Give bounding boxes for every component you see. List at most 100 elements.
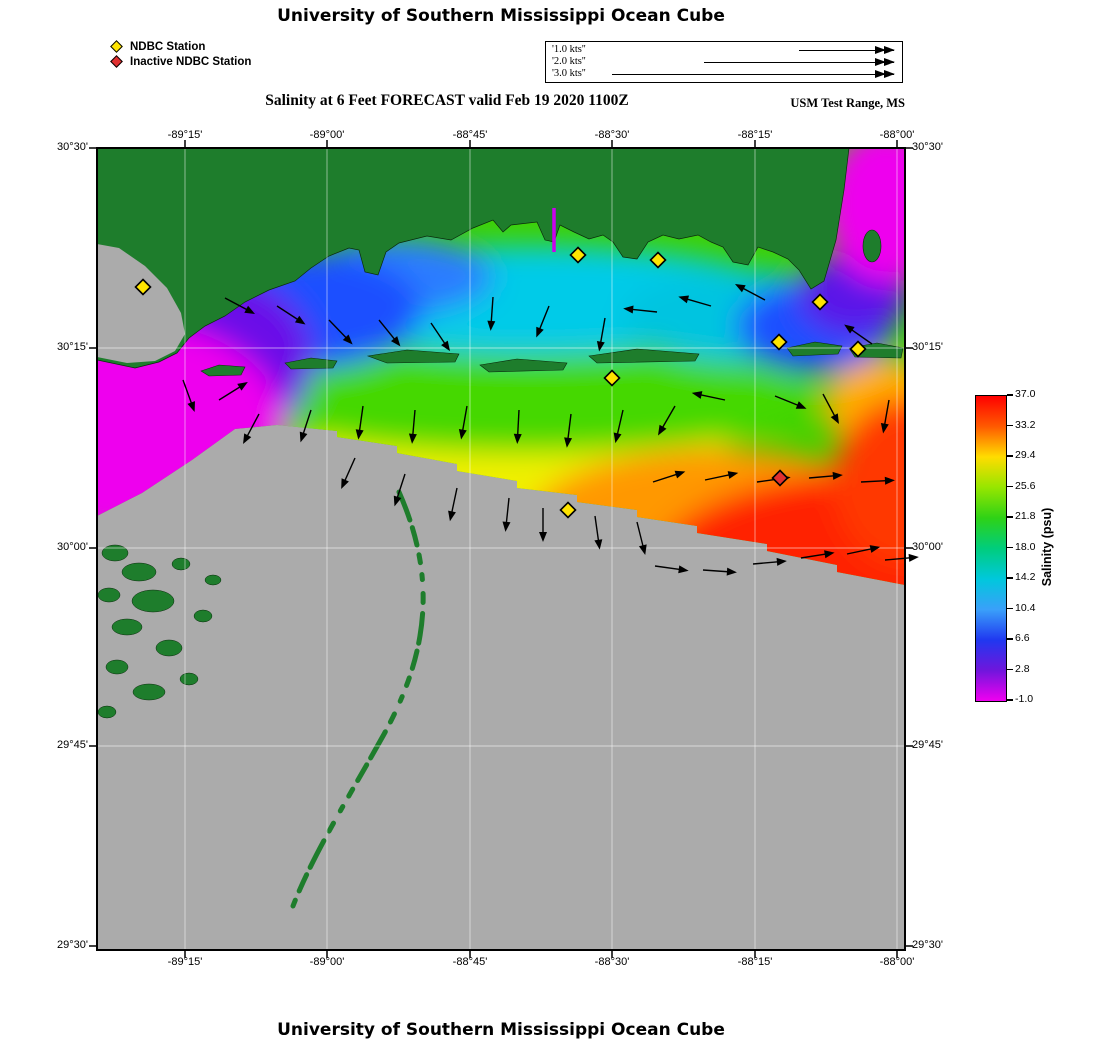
current-arrow <box>636 521 647 555</box>
lon-tick-label: -88°00' <box>879 129 915 141</box>
axis-ticks <box>89 140 913 958</box>
current-arrow <box>513 409 522 444</box>
colorbar-tick-label: 37.0 <box>1015 388 1036 400</box>
current-arrow <box>182 379 195 412</box>
velocity-scale-legend: '1.0 kts'' '2.0 kts'' '3.0 kts'' <box>545 41 903 83</box>
current-arrow <box>218 381 248 401</box>
colorbar-tick <box>1007 394 1013 396</box>
current-arrow <box>224 297 256 314</box>
current-arrow <box>276 305 306 325</box>
inactive-station-icon <box>110 55 123 68</box>
current-arrow <box>596 317 606 352</box>
lon-tick-label: -89°00' <box>309 956 345 968</box>
velocity-scale-label: '1.0 kts'' <box>552 44 586 55</box>
ndbc-station-marker <box>603 369 621 387</box>
lon-tick-label: -89°00' <box>309 129 345 141</box>
colorbar-tick <box>1007 485 1013 488</box>
current-arrow <box>752 557 787 566</box>
velocity-scale-label: '2.0 kts'' <box>552 56 586 67</box>
inactive-station-legend-row: Inactive NDBC Station <box>110 54 251 69</box>
current-arrow <box>800 550 835 559</box>
velocity-scale-arrow <box>704 58 895 66</box>
current-vectors <box>182 284 919 576</box>
lat-tick-label: 29°45' <box>57 739 88 751</box>
lon-tick-label: -88°15' <box>737 129 773 141</box>
lat-tick-label: 30°15' <box>912 341 943 353</box>
current-arrow <box>393 473 406 507</box>
ndbc-station-marker <box>569 246 587 264</box>
lon-tick-label: -89°15' <box>167 956 203 968</box>
current-arrow <box>299 409 312 443</box>
current-arrow <box>458 405 468 440</box>
velocity-scale-row: '2.0 kts'' <box>552 56 895 68</box>
current-arrow <box>702 567 737 576</box>
bay-island <box>862 229 882 263</box>
ndbc-station-marker <box>811 293 829 311</box>
lat-tick-label: 30°00' <box>912 541 943 553</box>
lat-tick-label: 30°30' <box>57 141 88 153</box>
page-title-bottom: University of Southern Mississippi Ocean… <box>277 1020 725 1040</box>
current-arrow <box>822 393 839 425</box>
current-arrow <box>734 284 766 301</box>
colorbar-tick-label: 21.8 <box>1015 510 1036 522</box>
colorbar-tick-label: -1.0 <box>1015 693 1034 705</box>
colorbar-tick <box>1007 424 1013 427</box>
current-arrow <box>860 476 895 485</box>
colorbar-tick <box>1007 668 1013 671</box>
colorbar-label: Salinity (psu) <box>1040 507 1054 587</box>
colorbar-tick-label: 10.4 <box>1015 601 1036 614</box>
colorbar <box>975 395 1007 702</box>
ndbc-station-marker <box>849 340 867 358</box>
ndbc-stations <box>134 246 867 519</box>
colorbar-tick-label: 25.6 <box>1015 479 1036 492</box>
lon-tick-label: -88°45' <box>452 129 488 141</box>
map-frame <box>96 147 906 951</box>
lat-tick-label: 29°45' <box>912 739 943 751</box>
colorbar-tick-label: 2.8 <box>1015 662 1030 675</box>
lat-tick-label: 30°15' <box>57 341 88 353</box>
current-arrow <box>408 409 417 444</box>
current-arrow <box>564 413 573 448</box>
current-arrow <box>594 515 603 550</box>
current-arrow <box>430 322 451 352</box>
current-arrow <box>880 399 890 434</box>
marsh-islands <box>97 544 222 719</box>
current-arrow <box>536 305 550 338</box>
current-arrow <box>623 305 658 314</box>
lon-tick-label: -88°00' <box>879 956 915 968</box>
current-arrow <box>774 395 807 409</box>
ndbc-station-marker <box>559 501 577 519</box>
page-title: University of Southern Mississippi Ocean… <box>277 6 725 26</box>
inactive-ndbc-station-marker <box>771 469 789 487</box>
current-arrow <box>808 471 843 480</box>
colorbar-tick-label: 29.4 <box>1015 449 1036 461</box>
current-arrow <box>846 545 881 555</box>
colorbar-tick <box>1007 455 1013 457</box>
forecast-subtitle: Salinity at 6 Feet FORECAST valid Feb 19… <box>265 92 629 109</box>
current-arrow <box>658 405 676 436</box>
current-arrow <box>448 487 458 522</box>
current-arrow <box>243 413 260 445</box>
barrier-islands <box>200 341 904 377</box>
lat-tick-label: 29°30' <box>57 939 88 951</box>
current-arrow <box>654 565 689 574</box>
current-arrow <box>844 324 873 345</box>
current-arrow <box>355 405 364 440</box>
current-arrow <box>691 391 726 401</box>
grid-lines <box>97 148 905 950</box>
current-arrow <box>341 457 356 490</box>
colorbar-tick <box>1007 638 1013 640</box>
velocity-scale-label: '3.0 kts'' <box>552 68 586 79</box>
current-arrow <box>502 497 511 532</box>
ndbc-station-marker <box>770 333 788 351</box>
colorbar-tick-label: 6.6 <box>1015 632 1030 644</box>
current-arrow <box>539 508 547 542</box>
colorbar-tick <box>1007 607 1013 610</box>
current-arrow <box>613 409 624 444</box>
velocity-scale-row: '1.0 kts'' <box>552 44 895 56</box>
colorbar-tick <box>1007 546 1013 549</box>
lon-tick-label: -88°30' <box>594 956 630 968</box>
salinity-map <box>89 140 919 958</box>
lat-tick-label: 30°00' <box>57 541 88 553</box>
ndbc-station-marker <box>649 251 667 269</box>
